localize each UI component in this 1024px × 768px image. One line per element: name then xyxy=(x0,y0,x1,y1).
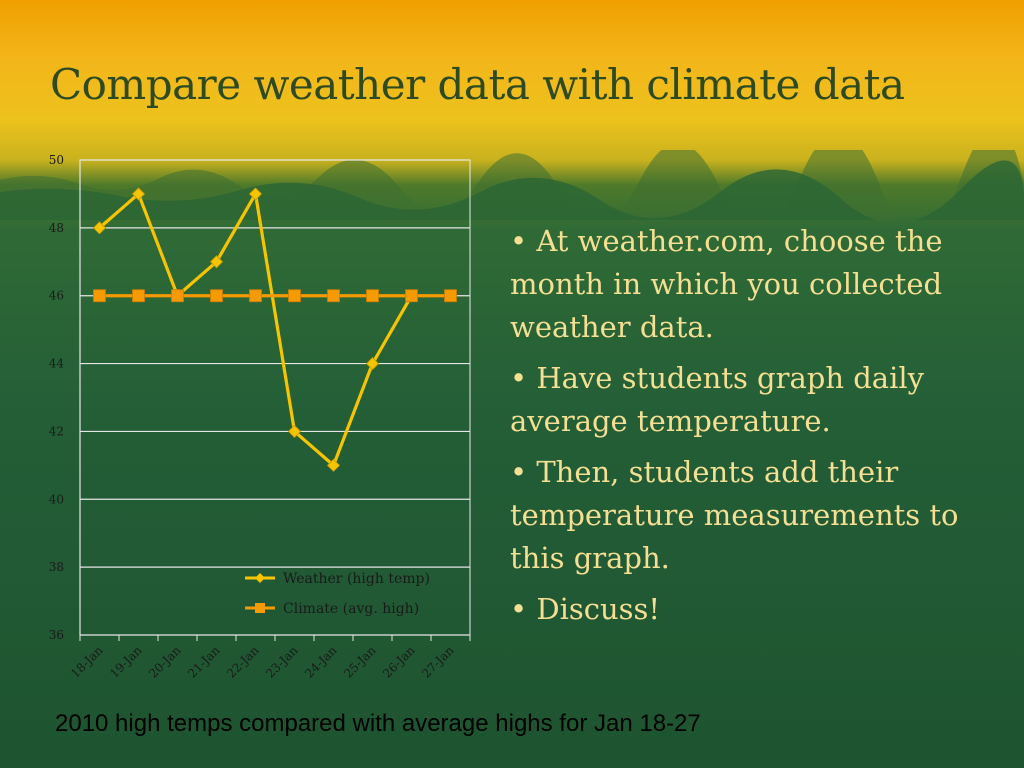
data-point-square xyxy=(444,289,457,303)
legend-marker-square xyxy=(255,603,265,613)
data-point-diamond xyxy=(131,187,146,201)
x-tick-label: 22-Jan xyxy=(224,643,262,681)
x-tick-label: 24-Jan xyxy=(302,643,340,681)
y-tick-label: 40 xyxy=(49,492,64,506)
x-tick-label: 18-Jan xyxy=(68,643,106,681)
data-point-square xyxy=(405,289,418,303)
plot-frame xyxy=(79,159,471,636)
data-point-square xyxy=(93,289,106,303)
data-point-square xyxy=(327,289,340,303)
x-tick-label: 25-Jan xyxy=(341,643,379,681)
y-tick-label: 36 xyxy=(49,628,64,642)
bullet-item: • Have students graph daily average temp… xyxy=(510,361,925,438)
legend-entry: Weather (high temp) xyxy=(283,571,430,587)
x-tick-label: 23-Jan xyxy=(263,643,301,681)
data-point-diamond xyxy=(365,357,380,371)
y-tick-label: 38 xyxy=(49,560,64,574)
data-point-diamond xyxy=(92,221,107,235)
data-point-square xyxy=(132,289,145,303)
data-point-square xyxy=(210,289,223,303)
data-point-square xyxy=(288,289,301,303)
y-tick-label: 46 xyxy=(49,289,64,303)
bullet-item: • Discuss! xyxy=(510,592,661,626)
data-point-diamond xyxy=(209,255,224,269)
x-tick-label: 27-Jan xyxy=(419,643,457,681)
y-tick-label: 42 xyxy=(49,424,64,438)
series-line-weather xyxy=(98,192,413,467)
chart-caption: 2010 high temps compared with average hi… xyxy=(55,710,701,737)
data-point-square xyxy=(366,289,379,303)
y-tick-label: 50 xyxy=(49,153,64,167)
legend-entry: Climate (avg. high) xyxy=(283,601,419,617)
line-chart-svg: 36 38 40 42 44 46 48 50 18-Jan 19-Jan 20-Jan 21-Jan… xyxy=(49,153,471,681)
x-tick-label: 20-Jan xyxy=(146,643,184,681)
y-tick-label: 48 xyxy=(49,221,64,235)
data-point-diamond xyxy=(248,187,263,201)
data-point-square xyxy=(249,289,262,303)
legend-marker-diamond xyxy=(255,573,265,583)
data-point-diamond xyxy=(326,458,341,472)
bullet-item: • Then, students add their temperature m… xyxy=(510,455,959,575)
chart: 36 38 40 42 44 46 48 50 18-Jan 19-Jan 20-Jan 21-Jan… xyxy=(40,150,480,695)
data-point-diamond xyxy=(287,424,302,438)
data-point-square xyxy=(171,289,184,303)
bullet-item: • At weather.com, choose the month in wh… xyxy=(510,224,943,344)
x-tick-label: 21-Jan xyxy=(185,643,223,681)
x-tick-label: 19-Jan xyxy=(107,643,145,681)
x-tick-label: 26-Jan xyxy=(380,643,418,681)
y-tick-label: 44 xyxy=(49,357,65,371)
bullet-list: • At weather.com, choose the month in wh… xyxy=(510,220,980,639)
slide-title: Compare weather data with climate data xyxy=(50,60,905,109)
